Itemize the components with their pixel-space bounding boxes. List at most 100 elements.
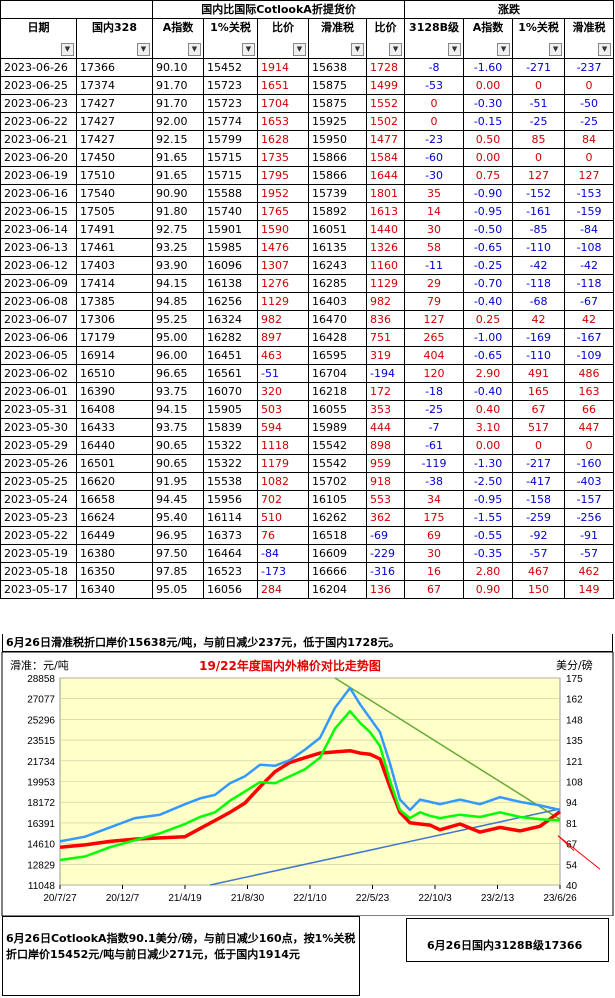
table-cell: 2023-06-01 [0,382,77,401]
column-header-5[interactable]: 滑准税 ▼ [308,18,367,59]
column-header-3[interactable]: 1%关税 ▼ [203,18,258,59]
column-header-6[interactable]: 比价 ▼ [365,18,406,59]
table-row: 2023-06-07 17306 95.25 16324 982 16470 836 127 0… [0,310,615,329]
y-tick-left-label: 21734 [27,757,55,768]
table-cell: 127 [512,166,566,185]
column-header-label: A指数 [472,21,504,34]
table-row: 2023-06-16 17540 90.90 15588 1952 15739 1801 35… [0,184,615,203]
table-cell: -0.40 [463,382,514,401]
x-tick-label: 22/1/10 [293,893,327,904]
table-cell: 17450 [76,148,153,167]
table-row: 2023-06-25 17374 91.70 15723 1651 15875 1499 -5… [0,76,615,95]
filter-dropdown-icon[interactable]: ▼ [61,43,74,56]
table-cell: 58 [404,238,465,257]
filter-dropdown-icon[interactable]: ▼ [598,43,612,56]
table-cell: 15538 [203,472,258,491]
table-cell: -84 [257,544,309,563]
table-cell: 0 [564,436,615,455]
x-tick-label: 23/6/26 [543,893,577,904]
table-row: 2023-05-19 16380 97.50 16464 -84 16609 -229 30-… [0,544,615,563]
table-cell: 175 [404,508,465,527]
table-cell: 172 [365,382,406,401]
table-cell: -217 [512,454,566,473]
table-cell: 97.85 [152,562,204,581]
table-cell: 2023-06-23 [0,94,77,113]
table-cell: 2023-06-05 [0,346,77,365]
table-cell: 69 [404,526,465,545]
table-cell: 17366 [76,58,153,77]
table-cell: 1651 [257,76,309,95]
filter-dropdown-icon[interactable]: ▼ [242,43,255,56]
table-cell: -0.40 [463,292,514,311]
column-header-4[interactable]: 比价 ▼ [257,18,309,59]
table-cell: 2023-05-29 [0,436,77,455]
table-row: 2023-05-30 16433 93.75 15839 594 15989 444 -7 3.… [0,418,615,437]
table-cell: 15774 [203,112,258,131]
table-cell: 16390 [76,382,153,401]
table-cell: 1584 [365,148,406,167]
y-tick-left-label: 16391 [27,819,55,830]
table-cell: -152 [512,184,566,203]
table-cell: 0 [404,112,465,131]
table-cell: 16262 [308,508,367,527]
column-header-9[interactable]: 1%关税 ▼ [512,18,566,59]
table-row: 2023-05-29 16440 90.65 15322 1118 15542 898 -61… [0,436,615,455]
table-cell: 15866 [308,166,367,185]
filter-dropdown-icon[interactable]: ▼ [293,43,306,56]
table-cell: -316 [365,562,406,581]
filter-dropdown-icon[interactable]: ▼ [188,43,201,56]
table-cell: 16609 [308,544,367,563]
table-cell: -91 [564,526,615,545]
table-cell: 15950 [308,130,367,149]
column-header-label: 1%关税 [518,21,559,34]
filter-dropdown-icon[interactable]: ▼ [448,43,462,56]
table-row: 2023-06-09 17414 94.15 16138 1276 16285 1129 29… [0,274,615,293]
filter-dropdown-icon[interactable]: ▼ [497,43,511,56]
table-cell: 320 [257,382,309,401]
filter-dropdown-icon[interactable]: ▼ [549,43,563,56]
table-cell: 2023-06-26 [0,58,77,77]
table-cell: 97.50 [152,544,204,563]
column-header-0[interactable]: 日期 ▼ [0,18,77,59]
column-header-label: A指数 [162,21,194,34]
table-cell: 16056 [203,580,258,599]
table-cell: -61 [404,436,465,455]
table-cell: 96.00 [152,346,204,365]
column-header-7[interactable]: 3128B级 ▼ [404,18,465,59]
filter-dropdown-icon[interactable]: ▼ [137,43,150,56]
x-tick-label: 20/7/27 [43,893,77,904]
table-cell: 96.65 [152,364,204,383]
table-cell: 0 [564,148,615,167]
column-header-1[interactable]: 国内328 ▼ [76,18,153,59]
column-header-2[interactable]: A指数 ▼ [152,18,204,59]
table-cell: 2023-05-22 [0,526,77,545]
table-cell: -0.65 [463,346,514,365]
table-cell: -23 [404,130,465,149]
table-cell: -194 [365,364,406,383]
filter-dropdown-icon[interactable]: ▼ [351,43,364,56]
table-cell: -57 [564,544,615,563]
table-cell: 2023-05-18 [0,562,77,581]
filter-dropdown-icon[interactable]: ▼ [389,43,403,56]
column-header-10[interactable]: 滑准税 ▼ [564,18,615,59]
table-cell: -259 [512,508,566,527]
y-tick-right-label: 148 [566,715,583,726]
table-row: 2023-05-17 16340 95.05 16056 284 16204 136 67 0.… [0,580,615,599]
table-cell: 35 [404,184,465,203]
column-header-label: 滑准税 [572,21,606,34]
table-cell: 2023-06-21 [0,130,77,149]
chart-title: 19/22年度国内外棉价对比走势图 [199,658,381,673]
column-header-8[interactable]: A指数 ▼ [463,18,514,59]
table-cell: -0.35 [463,544,514,563]
table-cell: 959 [365,454,406,473]
table-cell: 17540 [76,184,153,203]
x-tick-label: 20/12/7 [106,893,140,904]
table-cell: 16204 [308,580,367,599]
table-row: 2023-06-01 16390 93.75 16070 320 16218 172 -18-… [0,382,615,401]
table-cell: 95.00 [152,328,204,347]
table-cell: -159 [564,202,615,221]
table-cell: 34 [404,490,465,509]
table-cell: -8 [404,58,465,77]
table-cell: 1326 [365,238,406,257]
table-cell: 1307 [257,256,309,275]
